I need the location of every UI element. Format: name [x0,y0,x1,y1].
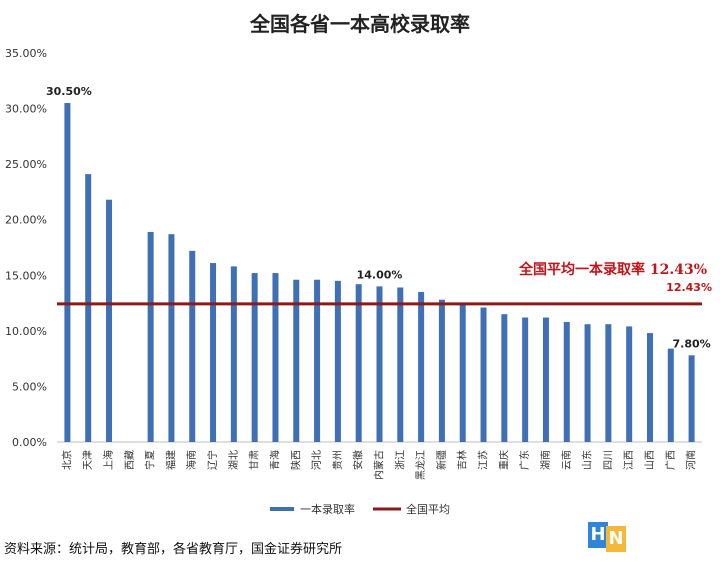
bar [667,348,674,442]
y-axis: 0.00% 5.00% 10.00% 15.00% 20.00% 25.00% 30.00%… [5,47,47,449]
chart-title: 全国各省一本高校录取率 [249,12,470,36]
x-tick-label: 云南 [560,450,573,470]
bar [147,231,154,442]
logo-letter-n: N [606,526,626,552]
legend-label-bar: 一本录取率 [300,502,355,516]
x-tick-label: 辽宁 [206,450,219,470]
x-tick-label: 江西 [623,450,635,470]
bar [230,266,237,442]
x-tick-label: 陕西 [289,450,302,470]
y-tick-label: 20.00% [5,214,47,227]
y-tick-label: 15.00% [5,269,47,282]
x-tick-label: 内蒙古 [373,450,386,480]
x-tick-label: 宁夏 [144,450,157,470]
x-tick-label: 河南 [685,450,698,470]
bar [210,263,217,442]
bar [584,324,591,442]
x-tick-label: 黑龙江 [414,450,427,480]
bar [501,314,508,442]
y-tick-label: 0.00% [12,436,47,449]
bar [314,279,321,442]
x-tick-label: 新疆 [435,450,448,470]
bar [251,273,258,442]
bar [355,284,362,442]
source-note: 资料来源：统计局，教育部，各省教育厅，国金证券研究所 [4,542,343,557]
bar [293,279,300,442]
legend: 一本录取率 全国平均 [270,502,450,516]
data-label: 7.80% [673,337,711,350]
x-tick-label: 山东 [581,450,594,470]
bar [189,250,196,442]
bar [272,273,279,442]
legend-label-line: 全国平均 [406,502,450,516]
x-tick-label: 广西 [665,450,677,470]
x-tick-label: 西藏 [124,450,136,470]
x-tick-label: 湖南 [539,450,552,470]
bar [418,291,425,442]
average-annotation: 全国平均一本录取率 12.43% [518,261,707,278]
data-label: 30.50% [46,85,92,98]
x-tick-label: 上海 [102,450,115,470]
bar [85,174,92,442]
y-tick-label: 10.00% [5,325,47,338]
bar [626,326,633,442]
x-tick-label: 贵州 [331,450,344,470]
y-tick-label: 35.00% [5,47,47,60]
x-tick-label: 海南 [185,450,198,470]
data-label: 14.00% [357,268,403,281]
x-tick-label: 天津 [82,450,94,470]
x-tick-label: 湖北 [228,450,240,470]
bar [688,355,695,442]
bar [106,199,113,442]
bar [397,287,404,442]
x-tick-label: 四川 [603,450,614,470]
legend-swatch-bar [270,507,294,511]
bar [64,103,71,442]
x-tick-label: 安徽 [352,450,365,470]
bar [168,234,175,442]
y-tick-label: 30.00% [5,103,47,116]
x-tick-label: 吉林 [456,450,469,470]
x-tick-label: 山西 [644,450,656,470]
bar [563,321,570,442]
bar [334,280,341,442]
bar [542,317,549,442]
x-tick-label: 福建 [164,450,177,470]
x-tick-label: 浙江 [394,450,406,470]
y-tick-label: 25.00% [5,158,47,171]
x-tick-label: 重庆 [497,450,510,470]
bars [64,103,695,442]
bar [376,286,383,442]
bar [522,317,529,442]
data-labels: 30.50% 14.00% 7.80% [46,85,711,350]
bar [605,324,612,442]
x-tick-label: 甘肃 [248,450,261,470]
x-tick-label: 青海 [268,450,281,470]
bar [480,307,487,442]
bar [646,333,653,442]
x-axis: 北京 天津 上海 西藏 宁夏 福建 海南 辽宁 湖北 甘肃 青海 陕西 河北 贵州 安徽 内蒙古 浙江 黑龙江 新疆… [60,450,697,480]
x-tick-label: 江苏 [477,450,490,470]
x-tick-label: 北京 [60,450,73,470]
average-value-label: 12.43% [666,281,712,294]
bar [438,299,445,442]
hn-logo: H N [588,518,628,554]
x-tick-label: 广东 [518,450,531,470]
bar [459,304,466,442]
logo-letter-h: H [588,522,608,548]
y-tick-label: 5.00% [12,380,47,393]
x-tick-label: 河北 [311,450,323,470]
